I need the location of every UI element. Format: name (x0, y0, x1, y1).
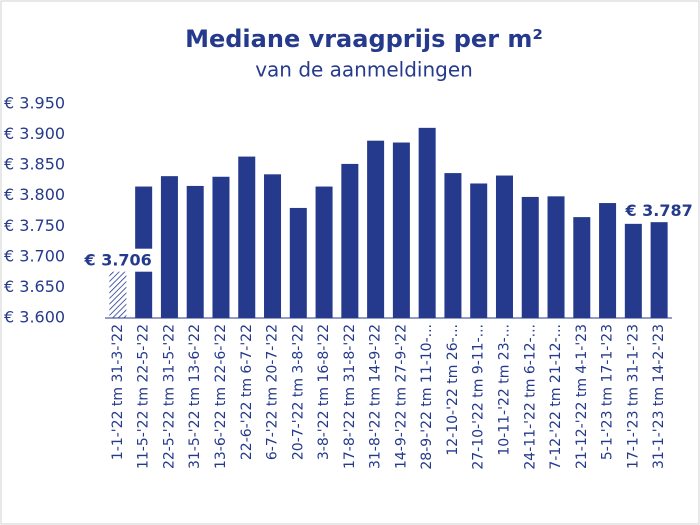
x-tick-label: 31-8-'22 tm 14-9-'22 (368, 324, 384, 469)
y-tick-label: € 3.850 (4, 155, 65, 174)
bar (392, 142, 410, 318)
bar (470, 183, 488, 318)
bar (212, 176, 230, 318)
x-tick-label: 6-7-'22 tm 20-7-'22 (265, 324, 281, 460)
x-tick-label: 3-8-'22 tm 16-8-'22 (316, 324, 332, 460)
x-tick-label: 13-6-'22 tm 22-6-'22 (213, 324, 229, 469)
x-tick-label: 27-10-'22 tm 9-11-... (471, 324, 487, 470)
bar (160, 176, 178, 318)
x-tick-label: 7-12-'22 tm 21-12-... (548, 324, 564, 470)
x-tick-label: 1-1-'22 tm 31-3-'22 (110, 324, 126, 460)
bar (367, 140, 385, 318)
bar (495, 175, 513, 318)
value-label: € 3.706 (84, 251, 152, 270)
x-tick-label: 21-12-'22 tm 4-1-'23 (574, 324, 590, 469)
bar (599, 203, 617, 318)
value-label: € 3.787 (624, 201, 692, 220)
bar (289, 207, 307, 318)
bar (624, 223, 642, 318)
bar (264, 174, 282, 318)
bar (418, 127, 436, 319)
x-tick-label: 11-5-'22 tm 22-5-'22 (136, 324, 152, 469)
chart-title: Mediane vraagprijs per m² (185, 25, 543, 53)
y-tick-label: € 3.650 (4, 277, 65, 296)
x-tick-label: 17-1-'23 tm 31-1-'23 (625, 324, 641, 469)
y-tick-label: € 3.950 (4, 94, 65, 113)
bar (650, 203, 668, 318)
bar (573, 217, 591, 318)
bar (341, 163, 359, 318)
x-tick-label: 31-5-'22 tm 13-6-'22 (187, 324, 203, 469)
x-tick-label: 22-5-'22 tm 31-5-'22 (161, 324, 177, 469)
bar (521, 196, 539, 318)
bar (444, 173, 462, 318)
x-tick-label: 14-9-'22 tm 27-9-'22 (393, 324, 409, 469)
x-tick-label: 10-11-'22 tm 23-... (496, 324, 512, 456)
value-label-box (620, 199, 697, 223)
bar (238, 156, 256, 318)
y-tick-label: € 3.800 (4, 185, 65, 204)
y-tick-label: € 3.600 (4, 308, 65, 327)
y-tick-label: € 3.750 (4, 216, 65, 235)
x-tick-label: 20-7-'22 tm 3-8-'22 (290, 324, 306, 460)
y-tick-label: € 3.900 (4, 124, 65, 143)
x-tick-label: 31-1-'23 tm 14-2-'23 (651, 324, 667, 469)
x-tick-label: 22-6-'22 tm 6-7-'22 (239, 324, 255, 460)
y-tick-label: € 3.700 (4, 246, 65, 265)
bar (547, 196, 565, 318)
x-tick-label: 5-1-'23 tm 17-1-'23 (600, 324, 616, 460)
bar (315, 186, 333, 318)
chart-subtitle: van de aanmeldingen (255, 58, 473, 82)
bar (186, 185, 204, 318)
x-tick-label: 17-8-'22 tm 31-8-'22 (342, 324, 358, 469)
x-tick-label: 24-11-'22 tm 6-12-... (522, 324, 538, 470)
x-tick-label: 12-10-'22 tm 26-... (445, 324, 461, 456)
value-label-box (80, 248, 157, 272)
x-tick-label: 28-9-'22 tm 11-10-... (419, 324, 435, 470)
